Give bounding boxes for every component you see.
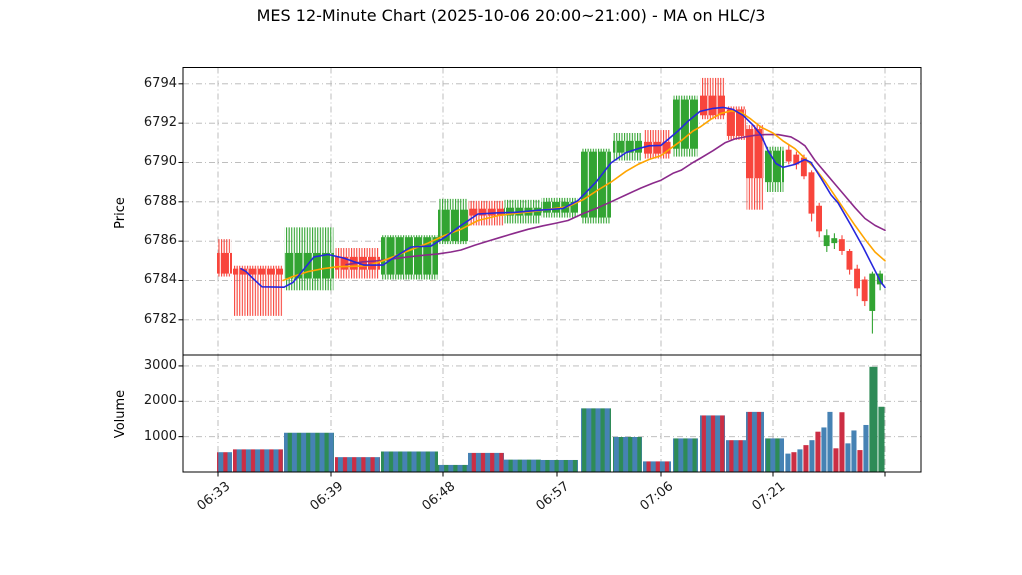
price-tick-label: 6794	[143, 75, 177, 91]
price-tick-label: 6792	[143, 115, 177, 131]
price-tick-label: 6786	[143, 233, 177, 249]
price-tick-label: 6788	[143, 193, 177, 209]
price-tick-label: 6790	[143, 154, 177, 170]
volume-tick-label: 1000	[143, 428, 177, 444]
volume-tick-label: 3000	[143, 357, 177, 373]
chart-title: MES 12-Minute Chart (2025-10-06 20:00~21…	[256, 6, 766, 25]
price-tick-label: 6782	[143, 311, 177, 327]
price-tick-label: 6784	[143, 272, 177, 288]
volume-tick-label: 2000	[143, 393, 177, 409]
